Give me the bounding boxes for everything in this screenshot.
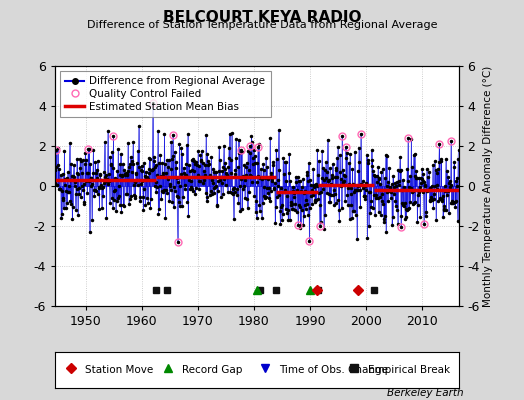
Text: Berkeley Earth: Berkeley Earth [387, 388, 464, 398]
Legend: Difference from Regional Average, Quality Control Failed, Estimated Station Mean: Difference from Regional Average, Qualit… [60, 71, 270, 117]
Text: Difference of Station Temperature Data from Regional Average: Difference of Station Temperature Data f… [87, 20, 437, 30]
Text: Time of Obs. Change: Time of Obs. Change [279, 365, 388, 375]
Y-axis label: Monthly Temperature Anomaly Difference (°C): Monthly Temperature Anomaly Difference (… [483, 65, 493, 307]
Text: Record Gap: Record Gap [182, 365, 243, 375]
Text: Station Move: Station Move [85, 365, 154, 375]
Text: Empirical Break: Empirical Break [368, 365, 450, 375]
Text: BELCOURT KEYA RADIO: BELCOURT KEYA RADIO [163, 10, 361, 25]
